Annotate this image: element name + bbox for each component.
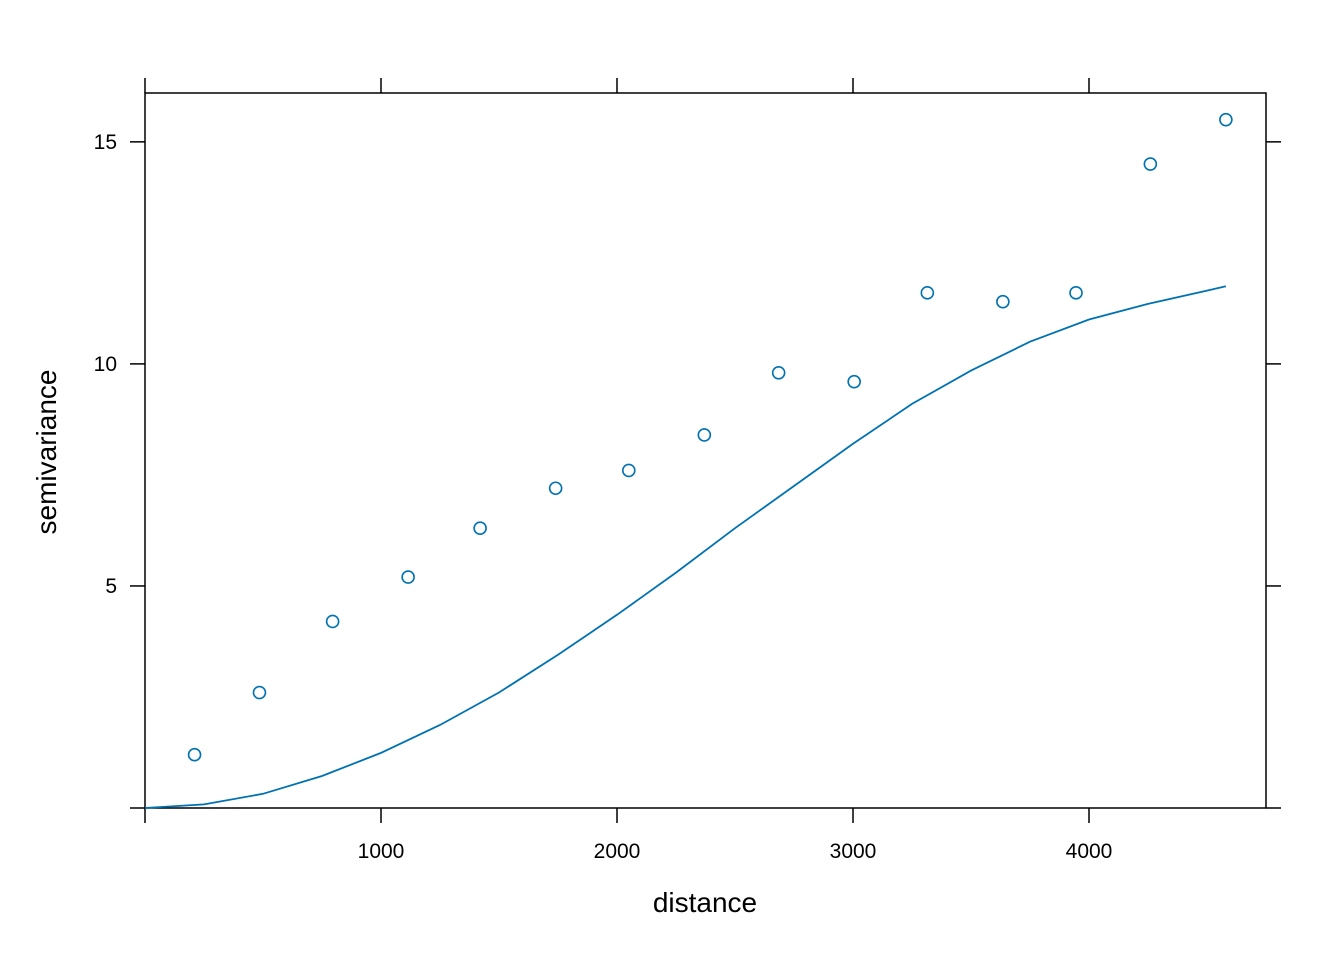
data-point xyxy=(847,374,861,389)
data-point xyxy=(1069,286,1083,300)
model-curve xyxy=(144,285,1227,809)
data-point xyxy=(187,747,202,762)
data-point xyxy=(252,685,267,700)
plot-frame xyxy=(144,92,1267,809)
data-point xyxy=(771,365,786,380)
x-tick-label: 2000 xyxy=(594,840,641,863)
data-point xyxy=(621,463,636,478)
x-tick-label: 3000 xyxy=(830,840,877,863)
data-point xyxy=(996,294,1010,309)
data-point xyxy=(325,614,340,629)
data-point xyxy=(548,481,563,496)
data-point xyxy=(1143,157,1158,171)
axis-ticks xyxy=(130,78,1281,823)
y-tick-label: 15 xyxy=(94,131,117,154)
x-tick-label: 4000 xyxy=(1066,840,1113,863)
data-point xyxy=(473,521,487,536)
data-points xyxy=(187,112,1233,762)
data-point xyxy=(920,286,935,300)
y-axis-title: semivariance xyxy=(31,370,62,535)
data-point xyxy=(697,428,712,442)
y-tick-label: 5 xyxy=(105,575,117,598)
x-axis-title: distance xyxy=(653,887,757,918)
y-tick-label: 10 xyxy=(94,353,117,376)
x-tick-label: 1000 xyxy=(358,840,405,863)
data-point xyxy=(1219,112,1233,127)
data-point xyxy=(401,570,415,584)
axis-tick-labels: 1000 2000 3000 4000 5 10 15 xyxy=(94,131,1113,863)
